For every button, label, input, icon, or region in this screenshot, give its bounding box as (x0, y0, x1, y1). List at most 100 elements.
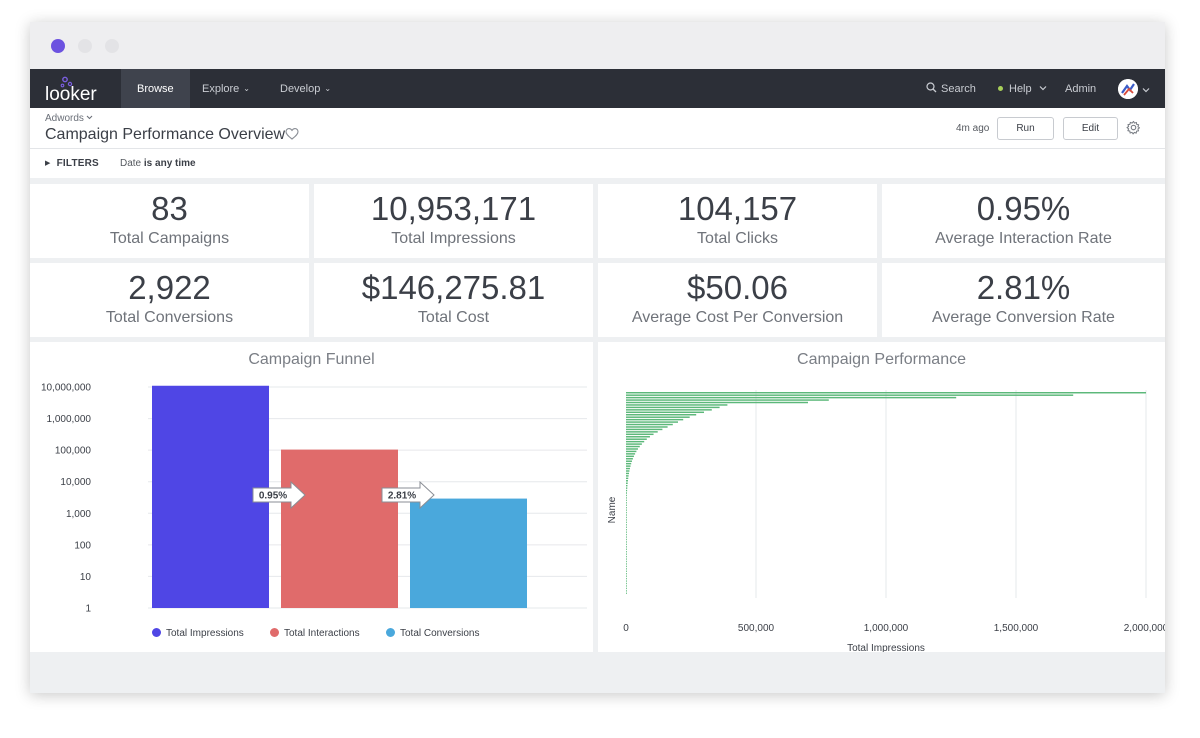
funnel-step-arrow (252, 480, 306, 510)
caret-right-icon: ▶ (45, 160, 51, 167)
window-close-button[interactable] (51, 39, 65, 53)
legend-dot (270, 628, 279, 637)
x-tick-label: 1,000,000 (864, 623, 909, 634)
kpi-value: 2,922 (128, 269, 211, 306)
performance-bar (626, 482, 628, 484)
performance-bar (626, 414, 697, 416)
user-avatar[interactable] (1118, 79, 1138, 99)
performance-bar (626, 558, 627, 560)
funnel-bar (152, 385, 269, 608)
x-tick-label: 500,000 (738, 623, 775, 634)
nav-develop[interactable]: Develop ⌄ (280, 83, 332, 95)
performance-bar (626, 396, 957, 399)
run-button[interactable]: Run (997, 117, 1054, 140)
legend-item-total-impressions[interactable]: Total Impressions (152, 628, 244, 639)
nav-search[interactable]: Search (926, 69, 976, 108)
performance-bar (626, 438, 647, 440)
kpi-total-conversions: 2,922 Total Conversions (30, 263, 309, 337)
performance-bar (626, 546, 627, 548)
performance-bar (626, 511, 627, 514)
breadcrumb[interactable]: Adwords (45, 113, 93, 124)
performance-bar (626, 590, 627, 592)
page-title: Campaign Performance Overview (45, 126, 286, 143)
chevron-down-icon (86, 115, 93, 120)
performance-bar (626, 484, 628, 487)
kpi-total-impressions: 10,953,171 Total Impressions (314, 184, 593, 258)
y-tick-label: 10,000 (60, 477, 91, 488)
performance-bar (626, 494, 627, 497)
legend-item-total-conversions[interactable]: Total Conversions (386, 628, 479, 639)
performance-bar (626, 418, 684, 421)
performance-bar (626, 536, 627, 538)
window-minimize-button[interactable] (78, 39, 92, 53)
edit-button[interactable]: Edit (1063, 117, 1118, 140)
kpi-value: 10,953,171 (370, 190, 537, 227)
performance-bar (626, 409, 712, 411)
filters-toggle[interactable]: ▶ FILTERS (45, 158, 99, 169)
performance-bar (626, 533, 627, 536)
y-tick-label: 1 (85, 604, 91, 615)
window-maximize-button[interactable] (105, 39, 119, 53)
campaign-performance-tile: Campaign Performance 0 500,000 1,000,000 1,… (598, 342, 1165, 652)
performance-bar (626, 580, 627, 582)
performance-bar (626, 443, 642, 445)
campaign-funnel-chart: 1 10 100 1,000 10,000 100,000 1,000,000 10,000,… (41, 383, 587, 615)
kpi-label: Average Interaction Rate (935, 230, 1112, 247)
performance-bar (626, 585, 627, 587)
y-tick-label: 100,000 (55, 446, 92, 457)
performance-bar (626, 401, 808, 404)
kpi-label: Total Clicks (697, 230, 778, 247)
kpi-value: 0.95% (976, 190, 1071, 227)
performance-bar (626, 587, 627, 590)
performance-bar (626, 568, 627, 570)
performance-bar (626, 392, 1146, 394)
performance-bar (626, 528, 627, 531)
heart-icon[interactable] (285, 127, 299, 141)
last-run-time: 4m ago (956, 123, 990, 134)
funnel-step-rate: 2.81% (388, 491, 416, 502)
performance-bar (626, 460, 632, 462)
filter-summary: Date is any time (120, 158, 196, 169)
funnel-bar (410, 498, 527, 608)
nav-admin[interactable]: Admin (1065, 83, 1097, 95)
performance-bar (626, 550, 627, 553)
kpi-label: Average Conversion Rate (932, 309, 1115, 326)
performance-bar (626, 448, 638, 450)
avatar-icon (1118, 79, 1138, 99)
funnel-bar (281, 449, 398, 608)
performance-bar (626, 570, 627, 573)
performance-bar (626, 514, 627, 516)
chevron-down-icon[interactable] (1142, 87, 1150, 93)
performance-bar (626, 423, 673, 426)
logo-text: looker (45, 84, 97, 105)
performance-bar (626, 516, 627, 519)
browser-window: looker Browse Explore ⌄ Develop ⌄ Search H… (30, 22, 1165, 693)
performance-bar (626, 440, 645, 443)
kpi-total-clicks: 104,157 Total Clicks (598, 184, 877, 258)
kpi-value: $50.06 (687, 269, 788, 306)
gear-icon[interactable] (1126, 120, 1141, 135)
y-tick-label: 1,000,000 (47, 414, 92, 425)
looker-logo[interactable]: looker (44, 75, 110, 105)
performance-bar (626, 575, 627, 577)
performance-bar (626, 445, 640, 448)
performance-bar (626, 553, 627, 555)
y-tick-label: 1,000 (66, 509, 91, 520)
nav-help[interactable]: Help (998, 69, 1047, 108)
performance-bar (626, 480, 628, 482)
kpi-value: $146,275.81 (361, 269, 546, 306)
performance-bar (626, 394, 1074, 396)
legend-item-total-interactions[interactable]: Total Interactions (270, 628, 360, 639)
kpi-label: Total Impressions (391, 230, 516, 247)
performance-bar (626, 421, 678, 423)
funnel-step-arrow (381, 480, 435, 510)
nav-explore[interactable]: Explore ⌄ (202, 83, 250, 95)
kpi-value: 83 (151, 190, 188, 227)
performance-bar (626, 592, 627, 595)
performance-bar (626, 548, 627, 550)
nav-browse[interactable]: Browse (121, 69, 190, 108)
top-navigation: looker Browse Explore ⌄ Develop ⌄ Search H… (30, 69, 1165, 108)
performance-bar (626, 492, 627, 494)
performance-bar (626, 572, 627, 575)
performance-bar (626, 502, 627, 504)
